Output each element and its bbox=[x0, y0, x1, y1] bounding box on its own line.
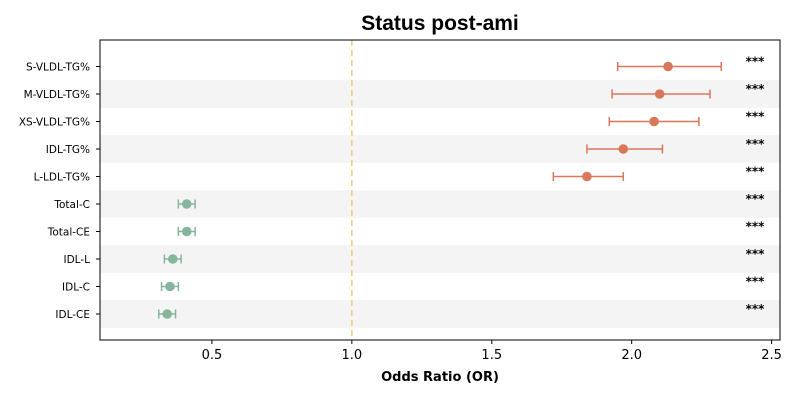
or-point bbox=[165, 281, 175, 292]
significance-label: *** bbox=[746, 137, 766, 151]
or-point bbox=[162, 309, 172, 319]
x-axis: 0.5 1.0 1.5 2.0 2.5 bbox=[202, 340, 782, 363]
significance-label: *** bbox=[746, 192, 766, 206]
or-point bbox=[618, 144, 629, 154]
y-tick-label: IDL-L bbox=[64, 254, 91, 266]
significance-label: *** bbox=[746, 247, 766, 261]
row-band bbox=[100, 245, 780, 273]
y-tick-label: XS-VLDL-TG% bbox=[19, 117, 90, 129]
or-point bbox=[181, 199, 192, 209]
y-tick-label: M-VLDL-TG% bbox=[24, 89, 90, 101]
x-tick-label: 1.5 bbox=[481, 348, 502, 363]
plot-frame bbox=[99, 39, 781, 341]
y-tick-label: Total-CE bbox=[47, 227, 90, 239]
x-axis-label: Odds Ratio (OR) bbox=[381, 370, 499, 385]
y-axis: S-VLDL-TG% M-VLDL-TG% XS-VLDL-TG% IDL-TG% L-… bbox=[19, 62, 100, 321]
significance-label: *** bbox=[746, 55, 766, 69]
y-tick-label: IDL-C bbox=[62, 282, 90, 294]
row-band bbox=[100, 135, 780, 163]
y-tick-label: L-LDL-TG% bbox=[34, 172, 90, 184]
x-tick-label: 2.5 bbox=[761, 348, 782, 363]
or-point bbox=[663, 61, 673, 72]
or-point bbox=[582, 171, 592, 182]
x-tick-label: 0.5 bbox=[202, 348, 223, 363]
significance-label: *** bbox=[746, 165, 766, 179]
significance-label: *** bbox=[746, 82, 766, 96]
significance-label: *** bbox=[746, 220, 766, 234]
y-tick-label: IDL-TG% bbox=[46, 144, 90, 156]
or-point bbox=[649, 116, 659, 127]
row-bands bbox=[100, 80, 780, 328]
row-band bbox=[100, 190, 780, 218]
x-tick-label: 1.0 bbox=[342, 348, 363, 363]
y-tick-label: Total-C bbox=[53, 199, 90, 211]
or-point bbox=[167, 254, 178, 264]
row-band bbox=[100, 300, 780, 328]
or-point bbox=[654, 89, 665, 99]
significance-label: *** bbox=[746, 302, 766, 316]
significance-label: *** bbox=[746, 110, 766, 124]
significance-label: *** bbox=[746, 275, 766, 289]
or-point bbox=[181, 226, 192, 237]
y-tick-label: IDL-CE bbox=[55, 309, 90, 321]
x-tick-label: 2.0 bbox=[621, 348, 642, 363]
data-points bbox=[162, 61, 673, 319]
chart-title: Status post-ami bbox=[361, 12, 519, 35]
significance-labels: *** *** *** *** *** *** *** *** *** *** bbox=[746, 55, 766, 317]
y-tick-label: S-VLDL-TG% bbox=[26, 62, 90, 74]
